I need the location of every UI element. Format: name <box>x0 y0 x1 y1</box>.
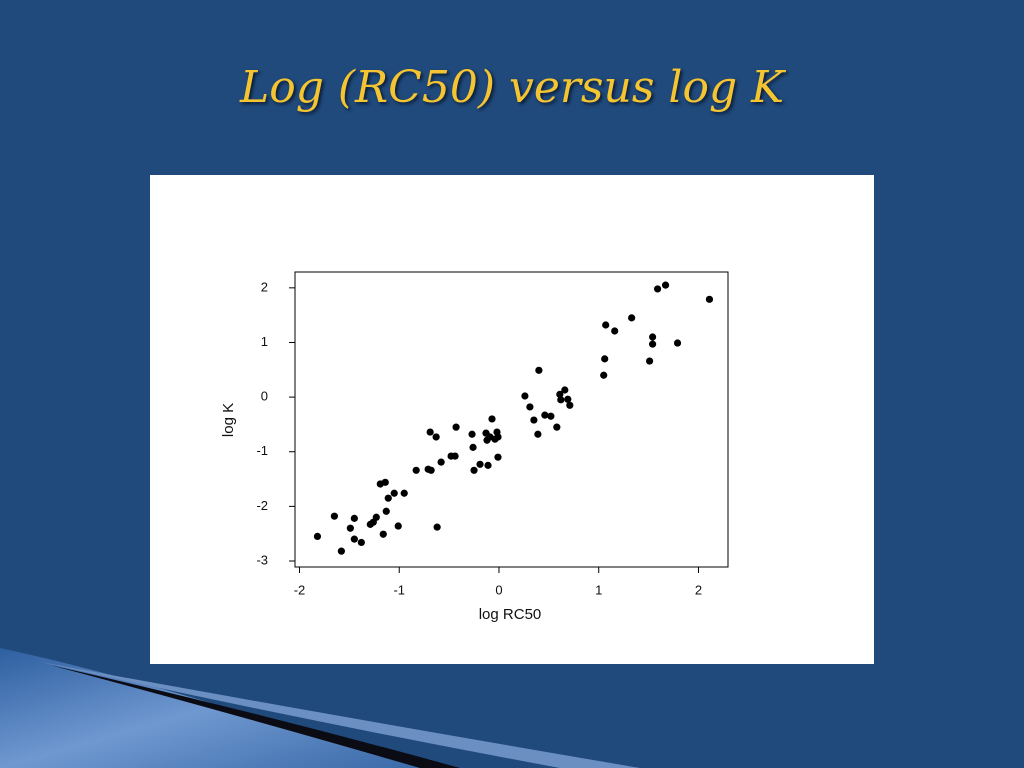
point <box>661 281 670 289</box>
point <box>412 466 420 474</box>
slide-title: Log (RC50) versus log K <box>240 62 784 113</box>
x-tick-label: 1 <box>595 582 602 597</box>
x-tick-label: 0 <box>495 582 502 597</box>
point <box>433 523 441 531</box>
x-axis-label: log RC50 <box>479 606 542 623</box>
point <box>648 340 657 348</box>
point <box>526 403 534 411</box>
point <box>673 339 682 347</box>
decoration <box>0 648 640 768</box>
point <box>451 452 459 460</box>
point <box>564 395 572 403</box>
point <box>432 433 440 441</box>
point <box>541 411 549 419</box>
point <box>561 386 569 394</box>
point <box>535 366 543 374</box>
point <box>611 327 619 335</box>
y-tick-label: 0 <box>261 389 268 404</box>
plot-frame <box>294 271 729 568</box>
point <box>427 466 435 474</box>
point <box>437 458 445 466</box>
point <box>381 478 389 486</box>
y-tick-label: 1 <box>261 334 268 349</box>
point <box>566 401 574 409</box>
point <box>645 357 654 365</box>
point <box>452 423 460 431</box>
point <box>350 535 358 543</box>
point <box>382 507 390 515</box>
point <box>372 513 380 521</box>
point <box>426 428 434 436</box>
point <box>357 538 365 547</box>
point <box>337 547 345 555</box>
point <box>394 522 402 530</box>
point <box>468 430 476 438</box>
chart: log RC50 log K -2 -1 0 1 2 -3 -2 -1 0 1 2 <box>150 175 874 664</box>
point <box>350 514 358 522</box>
point <box>705 295 714 303</box>
point <box>556 390 564 398</box>
point <box>547 412 555 420</box>
point <box>553 423 561 431</box>
point <box>648 333 657 341</box>
point <box>476 460 484 468</box>
point <box>628 314 636 322</box>
point <box>600 371 608 379</box>
point <box>494 433 502 441</box>
point <box>602 321 610 329</box>
y-tick-label: -1 <box>256 443 268 458</box>
point <box>400 489 408 497</box>
x-tick-label: -1 <box>393 582 405 597</box>
point <box>557 396 565 404</box>
point <box>313 532 322 541</box>
point <box>653 285 662 293</box>
chart-background <box>150 175 874 664</box>
point <box>530 416 538 424</box>
point <box>484 461 492 469</box>
point <box>470 466 478 474</box>
point <box>521 392 529 400</box>
point <box>494 453 502 461</box>
point <box>534 430 542 438</box>
point <box>469 443 477 451</box>
point <box>390 489 398 497</box>
point <box>488 415 496 423</box>
y-tick-label: 2 <box>261 279 268 294</box>
point <box>601 355 609 363</box>
point <box>346 524 354 532</box>
y-tick-label: -2 <box>256 498 268 513</box>
point <box>379 530 387 538</box>
x-tick-label: 2 <box>695 582 702 597</box>
x-tick-label: -2 <box>294 582 306 597</box>
y-axis-label: log K <box>220 403 237 437</box>
y-tick-label: -3 <box>256 552 268 567</box>
point <box>330 512 338 520</box>
point <box>384 494 392 502</box>
